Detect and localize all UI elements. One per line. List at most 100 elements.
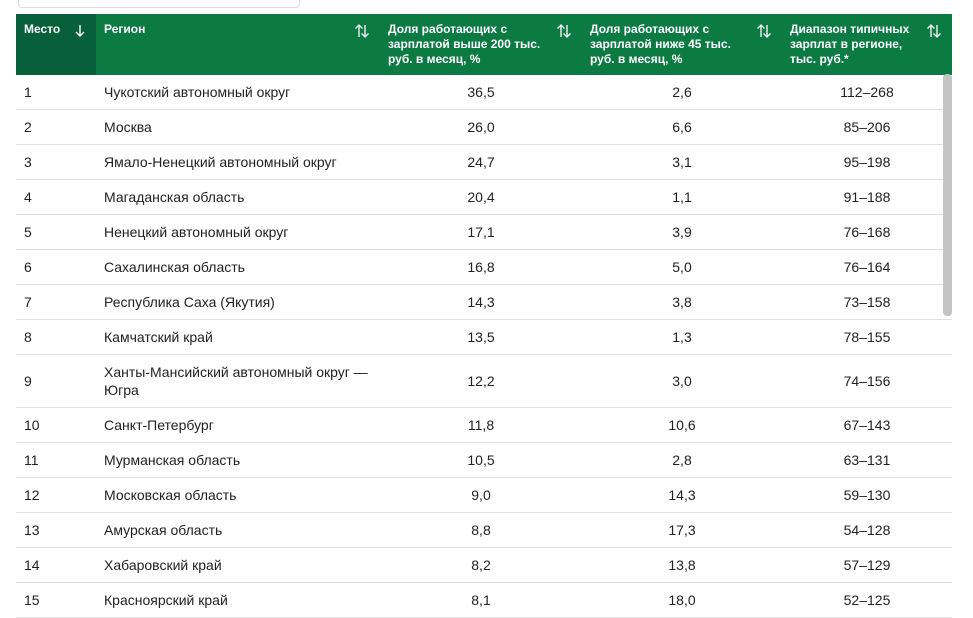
region-cell: Чукотский автономный округ — [96, 75, 380, 110]
value-cell: 14,3 — [582, 477, 782, 513]
ranking-table: Место Регион Доля работающих с зарплатой в… — [16, 14, 952, 618]
table-body: 1 Чукотский автономный округ 36,5 2,6 112–26… — [16, 75, 952, 618]
value-cell: 14,3 — [380, 284, 582, 320]
value-cell: 95–198 — [782, 144, 952, 180]
table-row: 4 Магаданская область 20,4 1,1 91–188 — [16, 179, 952, 215]
table-row: 5 Ненецкий автономный округ 17,1 3,9 76–168 — [16, 214, 952, 250]
value-cell: 54–128 — [782, 512, 952, 548]
table-row: 3 Ямало-Ненецкий автономный округ 24,7 3,1 9… — [16, 144, 952, 180]
rank-cell: 6 — [16, 249, 96, 285]
value-cell: 3,0 — [582, 354, 782, 408]
value-cell: 8,8 — [380, 512, 582, 548]
sort-icon[interactable] — [926, 24, 942, 38]
value-cell: 24,7 — [380, 144, 582, 180]
region-cell: Сахалинская область — [96, 249, 380, 285]
rank-cell: 7 — [16, 284, 96, 320]
column-header[interactable]: Регион — [96, 14, 380, 75]
rank-cell: 10 — [16, 407, 96, 443]
value-cell: 63–131 — [782, 442, 952, 478]
value-cell: 2,8 — [582, 442, 782, 478]
value-cell: 3,1 — [582, 144, 782, 180]
column-header[interactable]: Доля работающих с зарплатой ниже 45 тыс.… — [582, 14, 782, 75]
value-cell: 36,5 — [380, 75, 582, 110]
table-row: 1 Чукотский автономный округ 36,5 2,6 112–26… — [16, 75, 952, 110]
value-cell: 67–143 — [782, 407, 952, 443]
region-cell: Ненецкий автономный округ — [96, 214, 380, 250]
table-row: 11 Мурманская область 10,5 2,8 63–131 — [16, 442, 952, 478]
sort-icon[interactable] — [556, 24, 572, 38]
table-row: 14 Хабаровский край 8,2 13,8 57–129 — [16, 547, 952, 583]
column-header[interactable]: Место — [16, 14, 96, 75]
rank-cell: 2 — [16, 109, 96, 145]
rank-cell: 11 — [16, 442, 96, 478]
column-header[interactable]: Диапазон типичных зарплат в регионе, тыс… — [782, 14, 952, 75]
table-row: 15 Красноярский край 8,1 18,0 52–125 — [16, 582, 952, 618]
header-label: Регион — [104, 22, 146, 36]
value-cell: 78–155 — [782, 319, 952, 355]
region-cell: Амурская область — [96, 512, 380, 548]
table-row: 9 Ханты-Мансийский автономный округ — Югр… — [16, 354, 952, 408]
table-row: 6 Сахалинская область 16,8 5,0 76–164 — [16, 249, 952, 285]
rank-cell: 15 — [16, 582, 96, 618]
value-cell: 17,1 — [380, 214, 582, 250]
region-cell: Магаданская область — [96, 179, 380, 215]
table-row: 12 Московская область 9,0 14,3 59–130 — [16, 477, 952, 513]
value-cell: 57–129 — [782, 547, 952, 583]
value-cell: 9,0 — [380, 477, 582, 513]
rank-cell: 14 — [16, 547, 96, 583]
value-cell: 76–164 — [782, 249, 952, 285]
region-cell: Москва — [96, 109, 380, 145]
sort-icon[interactable] — [354, 24, 370, 38]
value-cell: 17,3 — [582, 512, 782, 548]
sort-icon[interactable] — [74, 24, 86, 38]
value-cell: 76–168 — [782, 214, 952, 250]
header-label: Место — [24, 22, 61, 36]
value-cell: 10,5 — [380, 442, 582, 478]
value-cell: 8,2 — [380, 547, 582, 583]
rank-cell: 8 — [16, 319, 96, 355]
value-cell: 1,1 — [582, 179, 782, 215]
header-label: Доля работающих с зарплатой выше 200 тыс… — [388, 22, 541, 66]
region-cell: Ямало-Ненецкий автономный округ — [96, 144, 380, 180]
region-cell: Санкт-Петербург — [96, 407, 380, 443]
value-cell: 8,1 — [380, 582, 582, 618]
rank-cell: 4 — [16, 179, 96, 215]
value-cell: 85–206 — [782, 109, 952, 145]
region-cell: Ханты-Мансийский автономный округ — Югра — [96, 354, 380, 408]
value-cell: 26,0 — [380, 109, 582, 145]
table-row: 8 Камчатский край 13,5 1,3 78–155 — [16, 319, 952, 355]
rank-cell: 3 — [16, 144, 96, 180]
value-cell: 5,0 — [582, 249, 782, 285]
value-cell: 59–130 — [782, 477, 952, 513]
value-cell: 2,6 — [582, 75, 782, 110]
value-cell: 13,8 — [582, 547, 782, 583]
column-header[interactable]: Доля работающих с зарплатой выше 200 тыс… — [380, 14, 582, 75]
value-cell: 6,6 — [582, 109, 782, 145]
value-cell: 18,0 — [582, 582, 782, 618]
table-row: 13 Амурская область 8,8 17,3 54–128 — [16, 512, 952, 548]
sort-icon[interactable] — [756, 24, 772, 38]
value-cell: 74–156 — [782, 354, 952, 408]
value-cell: 52–125 — [782, 582, 952, 618]
region-cell: Камчатский край — [96, 319, 380, 355]
region-cell: Хабаровский край — [96, 547, 380, 583]
rank-cell: 1 — [16, 75, 96, 110]
rank-cell: 12 — [16, 477, 96, 513]
region-cell: Московская область — [96, 477, 380, 513]
header-label: Диапазон типичных зарплат в регионе, тыс… — [790, 22, 910, 66]
value-cell: 73–158 — [782, 284, 952, 320]
value-cell: 3,9 — [582, 214, 782, 250]
value-cell: 20,4 — [380, 179, 582, 215]
value-cell: 112–268 — [782, 75, 952, 110]
value-cell: 91–188 — [782, 179, 952, 215]
value-cell: 3,8 — [582, 284, 782, 320]
search-box[interactable] — [18, 0, 300, 8]
value-cell: 1,3 — [582, 319, 782, 355]
value-cell: 13,5 — [380, 319, 582, 355]
value-cell: 12,2 — [380, 354, 582, 408]
rank-cell: 9 — [16, 354, 96, 408]
scrollbar[interactable] — [943, 74, 952, 316]
table-row: 2 Москва 26,0 6,6 85–206 — [16, 109, 952, 145]
region-cell: Красноярский край — [96, 582, 380, 618]
